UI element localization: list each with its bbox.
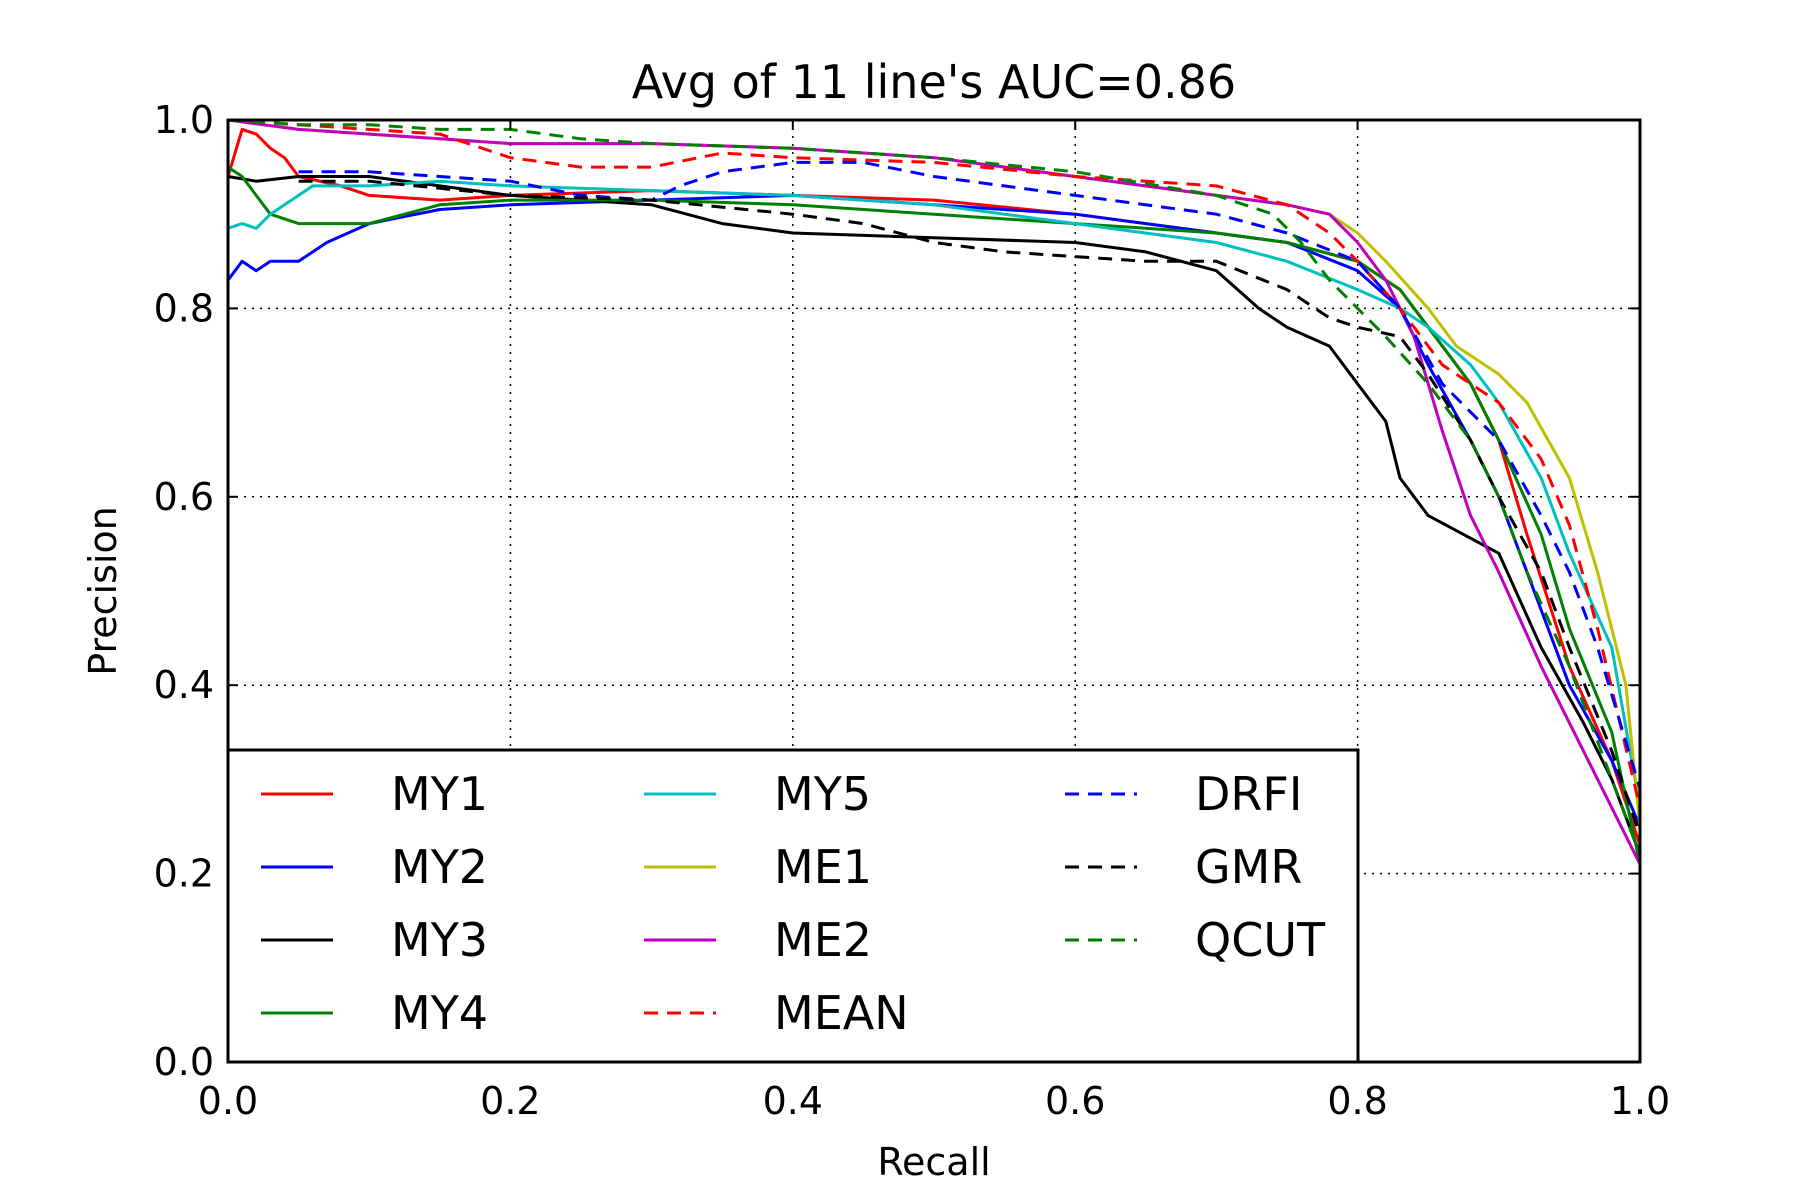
- series-line-mean: [227, 118, 1642, 809]
- y-tick-label: 0.8: [154, 286, 214, 330]
- y-tick-label: 1.0: [154, 98, 214, 142]
- chart-title: Avg of 11 line's AUC=0.86: [632, 55, 1236, 109]
- y-tick-label: 0.0: [154, 1040, 214, 1084]
- series-line-qcut: [227, 118, 1642, 856]
- x-tick-label: 0.4: [763, 1079, 823, 1123]
- legend-label-qcut: QCUT: [1195, 913, 1326, 967]
- axis-ticks: 0.0 0.2 0.4 0.6 0.8 1.0 0.0 0.2 0.4 0.6 0.8 1.0: [154, 98, 1671, 1123]
- y-tick-label: 0.2: [154, 852, 214, 896]
- legend-label-gmr: GMR: [1195, 840, 1302, 894]
- legend-box: [226, 748, 1360, 1064]
- series-line-me1: [227, 118, 1642, 827]
- y-axis-label: Precision: [81, 506, 125, 676]
- series-line-gmr: [298, 179, 1642, 837]
- legend-label-my4: MY4: [391, 986, 488, 1040]
- x-tick-label: 0.6: [1045, 1079, 1105, 1123]
- x-tick-label: 0.8: [1327, 1079, 1387, 1123]
- series-line-my2: [226, 193, 1642, 828]
- x-tick-label: 0.2: [480, 1079, 540, 1123]
- series-line-drfi: [298, 160, 1642, 790]
- legend-label-mean: MEAN: [774, 986, 909, 1040]
- legend-label-me2: ME2: [774, 913, 872, 967]
- x-tick-label: 1.0: [1610, 1079, 1670, 1123]
- y-tick-label: 0.6: [154, 475, 214, 519]
- series-line-my5: [227, 179, 1642, 808]
- legend: MY1 MY2 MY3 MY4 MY5 ME1 ME2 MEAN DRFI GMR QCUT: [226, 748, 1360, 1064]
- legend-label-my2: MY2: [391, 840, 488, 894]
- y-tick-label: 0.4: [154, 663, 214, 707]
- x-tick-label: 0.0: [198, 1079, 258, 1123]
- legend-label-drfi: DRFI: [1195, 767, 1302, 821]
- x-axis-label: Recall: [877, 1140, 990, 1184]
- legend-label-me1: ME1: [774, 840, 872, 894]
- legend-label-my3: MY3: [391, 913, 488, 967]
- legend-label-my1: MY1: [391, 767, 488, 821]
- series-line-my4: [227, 165, 1642, 865]
- series-lines: [226, 118, 1642, 865]
- legend-label-my5: MY5: [774, 767, 871, 821]
- series-line-my3: [227, 175, 1642, 856]
